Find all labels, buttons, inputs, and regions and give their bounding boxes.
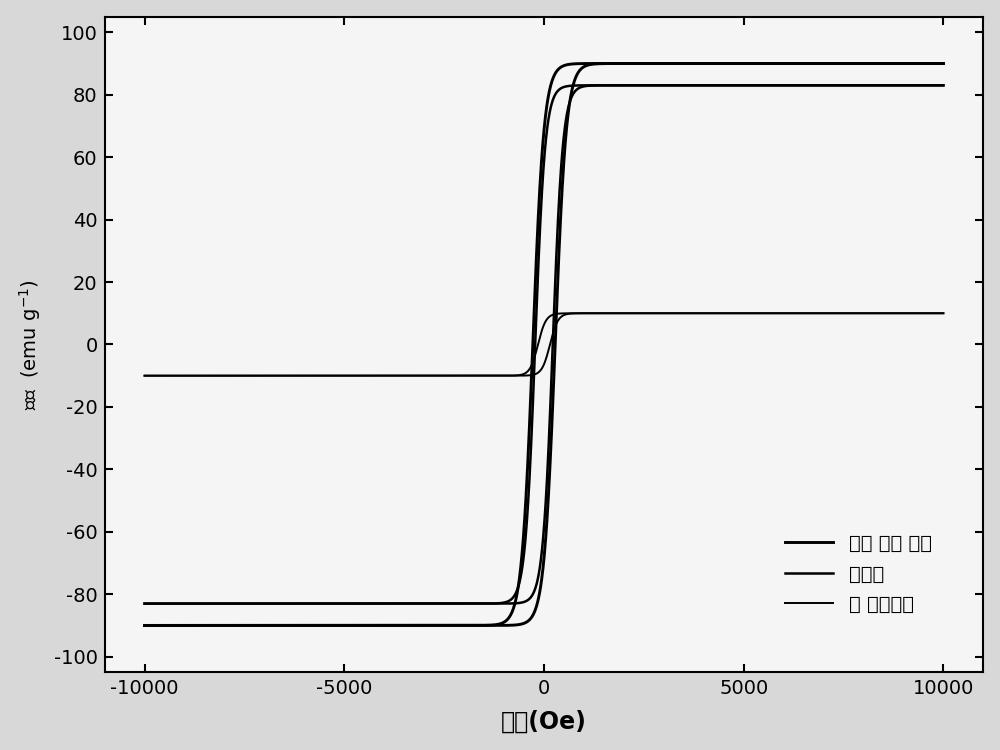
碳包铁 — [937, 81, 949, 90]
四 氧化三铁 — [480, 371, 492, 380]
磁性 温敏 印迹 — [230, 621, 242, 630]
碳包铁 — [737, 81, 749, 90]
磁性 温敏 印迹 — [480, 621, 492, 630]
碳包铁 — [445, 599, 457, 608]
四 氧化三铁 — [836, 309, 848, 318]
磁性 温敏 印迹 — [445, 621, 457, 630]
磁性 温敏 印迹 — [762, 59, 774, 68]
四 氧化三铁 — [277, 371, 289, 380]
Legend: 磁性 温敏 印迹, 碳包铁, 四 氧化三铁: 磁性 温敏 印迹, 碳包铁, 四 氧化三铁 — [769, 518, 947, 630]
磁性 温敏 印迹 — [922, 59, 934, 68]
磁性 温敏 印迹 — [139, 621, 151, 630]
磁性 温敏 印迹 — [836, 59, 848, 68]
四 氧化三铁 — [922, 309, 934, 318]
碳包铁 — [836, 81, 848, 90]
碳包铁 — [230, 599, 242, 608]
Line: 四 氧化三铁: 四 氧化三铁 — [145, 314, 943, 376]
四 氧化三铁 — [445, 371, 457, 380]
碳包铁 — [480, 599, 492, 608]
碳包铁 — [277, 599, 289, 608]
碳包铁 — [139, 599, 151, 608]
磁性 温敏 印迹 — [937, 59, 949, 68]
X-axis label: 磁场(Oe): 磁场(Oe) — [501, 710, 587, 734]
Y-axis label: 磁性  (emu g$^{-1}$): 磁性 (emu g$^{-1}$) — [17, 279, 43, 410]
四 氧化三铁 — [937, 309, 949, 318]
四 氧化三铁 — [696, 309, 708, 318]
Line: 碳包铁: 碳包铁 — [145, 86, 943, 604]
Line: 磁性 温敏 印迹: 磁性 温敏 印迹 — [145, 64, 943, 626]
碳包铁 — [922, 81, 934, 90]
磁性 温敏 印迹 — [277, 621, 289, 630]
四 氧化三铁 — [139, 371, 151, 380]
四 氧化三铁 — [230, 371, 242, 380]
